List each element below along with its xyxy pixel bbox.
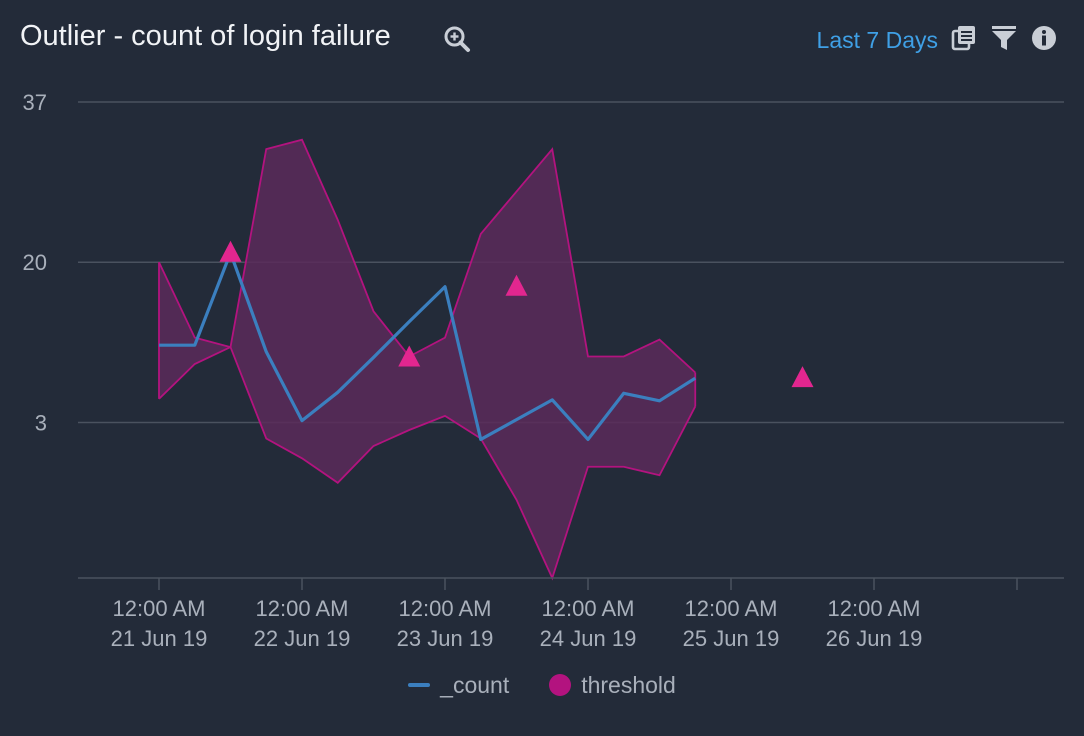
x-tick-label-date: 25 Jun 19	[683, 626, 780, 651]
x-tick-label-time: 12:00 AM	[828, 596, 921, 621]
filter-icon[interactable]	[990, 24, 1018, 52]
copy-icon[interactable]	[950, 24, 978, 52]
outlier-chart: 3 20 37 12:00 AM 21 Jun 19 12:00 AM 22 Jun 19 1…	[23, 90, 1064, 651]
legend-item-threshold[interactable]: threshold	[549, 672, 676, 699]
x-tick-label-date: 24 Jun 19	[540, 626, 637, 651]
threshold-lower-line	[158, 345, 697, 581]
axes: 3 20 37 12:00 AM 21 Jun 19 12:00 AM 22 Jun 19 1…	[23, 90, 1064, 651]
x-tick-label-date: 21 Jun 19	[111, 626, 208, 651]
count-series	[159, 251, 697, 442]
y-tick-label: 3	[35, 410, 47, 435]
legend-item-count[interactable]: _count	[408, 672, 509, 699]
x-tick-label-time: 12:00 AM	[113, 596, 206, 621]
outlier-marker	[398, 345, 421, 367]
x-tick-label-date: 22 Jun 19	[254, 626, 351, 651]
y-tick-label: 37	[23, 90, 47, 115]
chart-header: Outlier - count of login failure Last 7 …	[0, 0, 1084, 80]
x-tick-label-date: 23 Jun 19	[397, 626, 494, 651]
y-tick-label: 20	[23, 250, 47, 275]
legend-line-swatch	[408, 683, 431, 687]
x-tick-label-time: 12:00 AM	[542, 596, 635, 621]
chart-title: Outlier - count of login failure	[20, 20, 391, 52]
outlier-markers	[219, 240, 814, 388]
x-tick-label-date: 26 Jun 19	[826, 626, 923, 651]
legend-label-count: _count	[440, 671, 510, 698]
outlier-marker	[505, 274, 528, 296]
x-tick-label-time: 12:00 AM	[399, 596, 492, 621]
legend-label-threshold: threshold	[581, 671, 676, 698]
zoom-in-icon[interactable]	[442, 24, 472, 54]
threshold-upper-line	[158, 138, 696, 374]
threshold-band-area	[159, 139, 696, 578]
outlier-marker	[219, 240, 242, 262]
x-tick-label-time: 12:00 AM	[685, 596, 778, 621]
outlier-marker	[791, 366, 814, 388]
time-range-link[interactable]: Last 7 Days	[816, 27, 938, 53]
count-line	[159, 251, 697, 442]
info-icon[interactable]	[1030, 24, 1058, 52]
chart-legend: _count threshold	[0, 668, 1084, 702]
threshold-band	[158, 138, 697, 581]
x-tick-label-time: 12:00 AM	[256, 596, 349, 621]
legend-dot-swatch	[549, 674, 572, 696]
